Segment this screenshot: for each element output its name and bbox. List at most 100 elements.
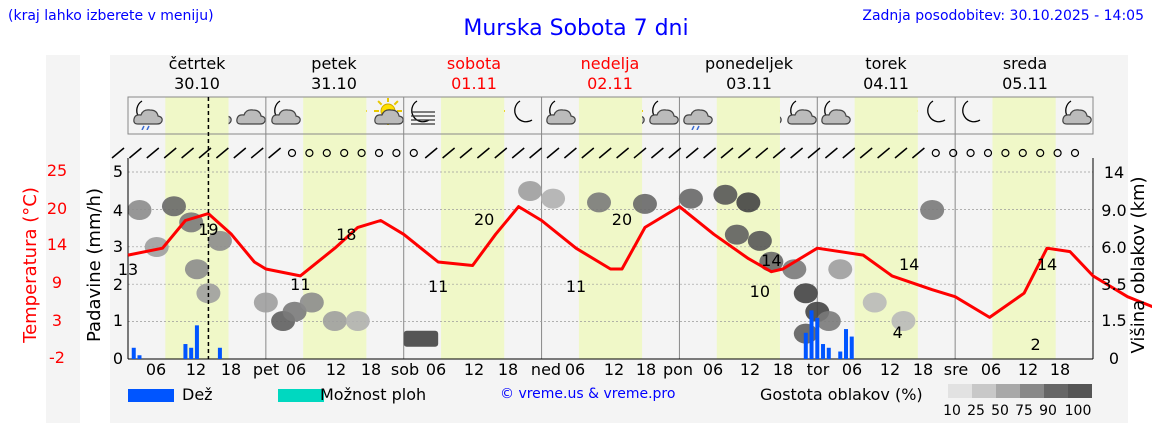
last-updated: Zadnja posodobitev: 30.10.2025 - 14:05 (862, 8, 1144, 24)
cloud-height-tick-label: 9.0 (1101, 201, 1126, 220)
cloud-density-blob (299, 292, 324, 313)
precipitation-tick-label: 1 (113, 311, 123, 330)
cloud-density-swatch (972, 384, 996, 398)
wind-barb (111, 147, 125, 159)
rain-bar (809, 310, 814, 359)
temperature-tick-label: 20 (47, 199, 67, 218)
wind-barb (685, 147, 699, 159)
x-tick-label: 06 (842, 360, 862, 379)
cloud-density-blob (816, 311, 841, 331)
wind-barb (476, 147, 490, 159)
temperature-value-label: 11 (290, 275, 310, 294)
wind-calm-symbol (1001, 148, 1010, 158)
daytime-band (441, 97, 505, 359)
day-name: petek (311, 54, 357, 73)
temperature-value-label: 14 (761, 251, 781, 270)
cloud-density-swatch (1044, 384, 1068, 398)
wind-barb (424, 147, 438, 159)
wind-barb (581, 147, 595, 159)
x-tick-label: 12 (464, 360, 484, 379)
daytime-band (716, 97, 780, 359)
wind-calm-symbol (374, 148, 384, 158)
cloud-density-blob (713, 184, 738, 205)
cloud-density-step-label: 100 (1065, 403, 1092, 419)
precipitation-axis-title: Padavine (mm/h) (84, 188, 105, 342)
cloud-density-step-label: 25 (967, 403, 985, 419)
day-date: 02.11 (587, 74, 633, 93)
day-header: torek 04.11 (821, 54, 951, 94)
moon-cloud-icon (543, 98, 581, 132)
sun-cloud-icon (371, 97, 409, 132)
cloud-density-blob (678, 188, 703, 209)
wind-barb (616, 147, 630, 159)
wind-barb (598, 147, 612, 159)
rain-bar (838, 351, 843, 359)
rain-bar (137, 355, 142, 359)
x-tick-label: 18 (361, 360, 381, 379)
temperature-value-label: 20 (612, 210, 632, 229)
precipitation-tick-label: 0 (113, 349, 123, 368)
cloud-density-step-label: 90 (1039, 403, 1057, 419)
wind-barb (250, 147, 264, 159)
rain-legend-label: Dež (182, 385, 213, 404)
rain-bar (131, 347, 136, 359)
x-tick-label: 18 (773, 360, 793, 379)
rain-bar (803, 332, 808, 359)
moon-icon (921, 98, 959, 132)
x-tick-label: 12 (604, 360, 624, 379)
wind-barb (128, 147, 142, 159)
cloud-density-blob (793, 283, 818, 304)
temperature-tick-label: 25 (47, 161, 67, 180)
wind-barb (163, 147, 177, 159)
wind-barb (911, 147, 925, 159)
day-date: 30.10 (174, 74, 220, 93)
cloud-density-swatch (948, 384, 972, 398)
temperature-value-label: 2 (1030, 335, 1040, 354)
daytime-band (578, 97, 643, 359)
wind-barb (720, 147, 734, 159)
wind-calm-symbol (1070, 148, 1080, 158)
temperature-value-label: 11 (566, 277, 586, 296)
wind-calm-symbol (931, 148, 940, 158)
wind-calm-symbol (392, 148, 401, 158)
cloud-density-blob (862, 292, 887, 313)
rain-bar (844, 329, 849, 359)
wind-barb (790, 147, 804, 159)
temperature-tick-label: 14 (47, 235, 67, 254)
day-name: nedelja (580, 54, 640, 73)
wind-barb (459, 147, 473, 159)
wind-calm-symbol (1018, 148, 1027, 158)
cloud-density-step-label: 75 (1015, 403, 1033, 419)
cloud-density-blob (253, 292, 278, 313)
moon-icon (956, 98, 994, 132)
wind-barb (633, 147, 647, 159)
cloud-density-blob (518, 181, 543, 201)
rain-legend-swatch (128, 389, 174, 402)
temperature-value-label: 11 (428, 277, 448, 296)
cloud-density-blob (828, 259, 853, 280)
temperature-value-label: 18 (336, 225, 356, 244)
copyright: © vreme.us & vreme.pro (500, 386, 676, 402)
moon-cloud-icon (784, 98, 822, 132)
wind-barb (842, 147, 856, 159)
left-axis-background (46, 55, 80, 423)
moon-cloud-icon (646, 98, 684, 132)
cloud-density-legend-label: Gostota oblakov (%) (760, 385, 923, 404)
x-tick-label: tor (807, 360, 830, 379)
temperature-value-label: 14 (1037, 255, 1057, 274)
x-tick-label: 06 (286, 360, 306, 379)
wind-calm-symbol (1053, 148, 1062, 158)
icon-row-frame (127, 96, 1094, 135)
rain-bar (821, 344, 826, 359)
wind-barb (563, 147, 577, 159)
day-date: 04.11 (863, 74, 909, 93)
wind-calm-symbol (949, 148, 958, 158)
day-header: četrtek 30.10 (132, 54, 262, 94)
x-tick-label: 18 (498, 360, 518, 379)
cloud-height-tick-label: 0 (1109, 349, 1119, 368)
day-name: torek (865, 54, 907, 73)
rain-bar (826, 347, 831, 359)
precipitation-tick-label: 2 (113, 275, 123, 294)
day-name: ponedeljek (705, 54, 793, 73)
cloud-density-blob (161, 196, 186, 217)
